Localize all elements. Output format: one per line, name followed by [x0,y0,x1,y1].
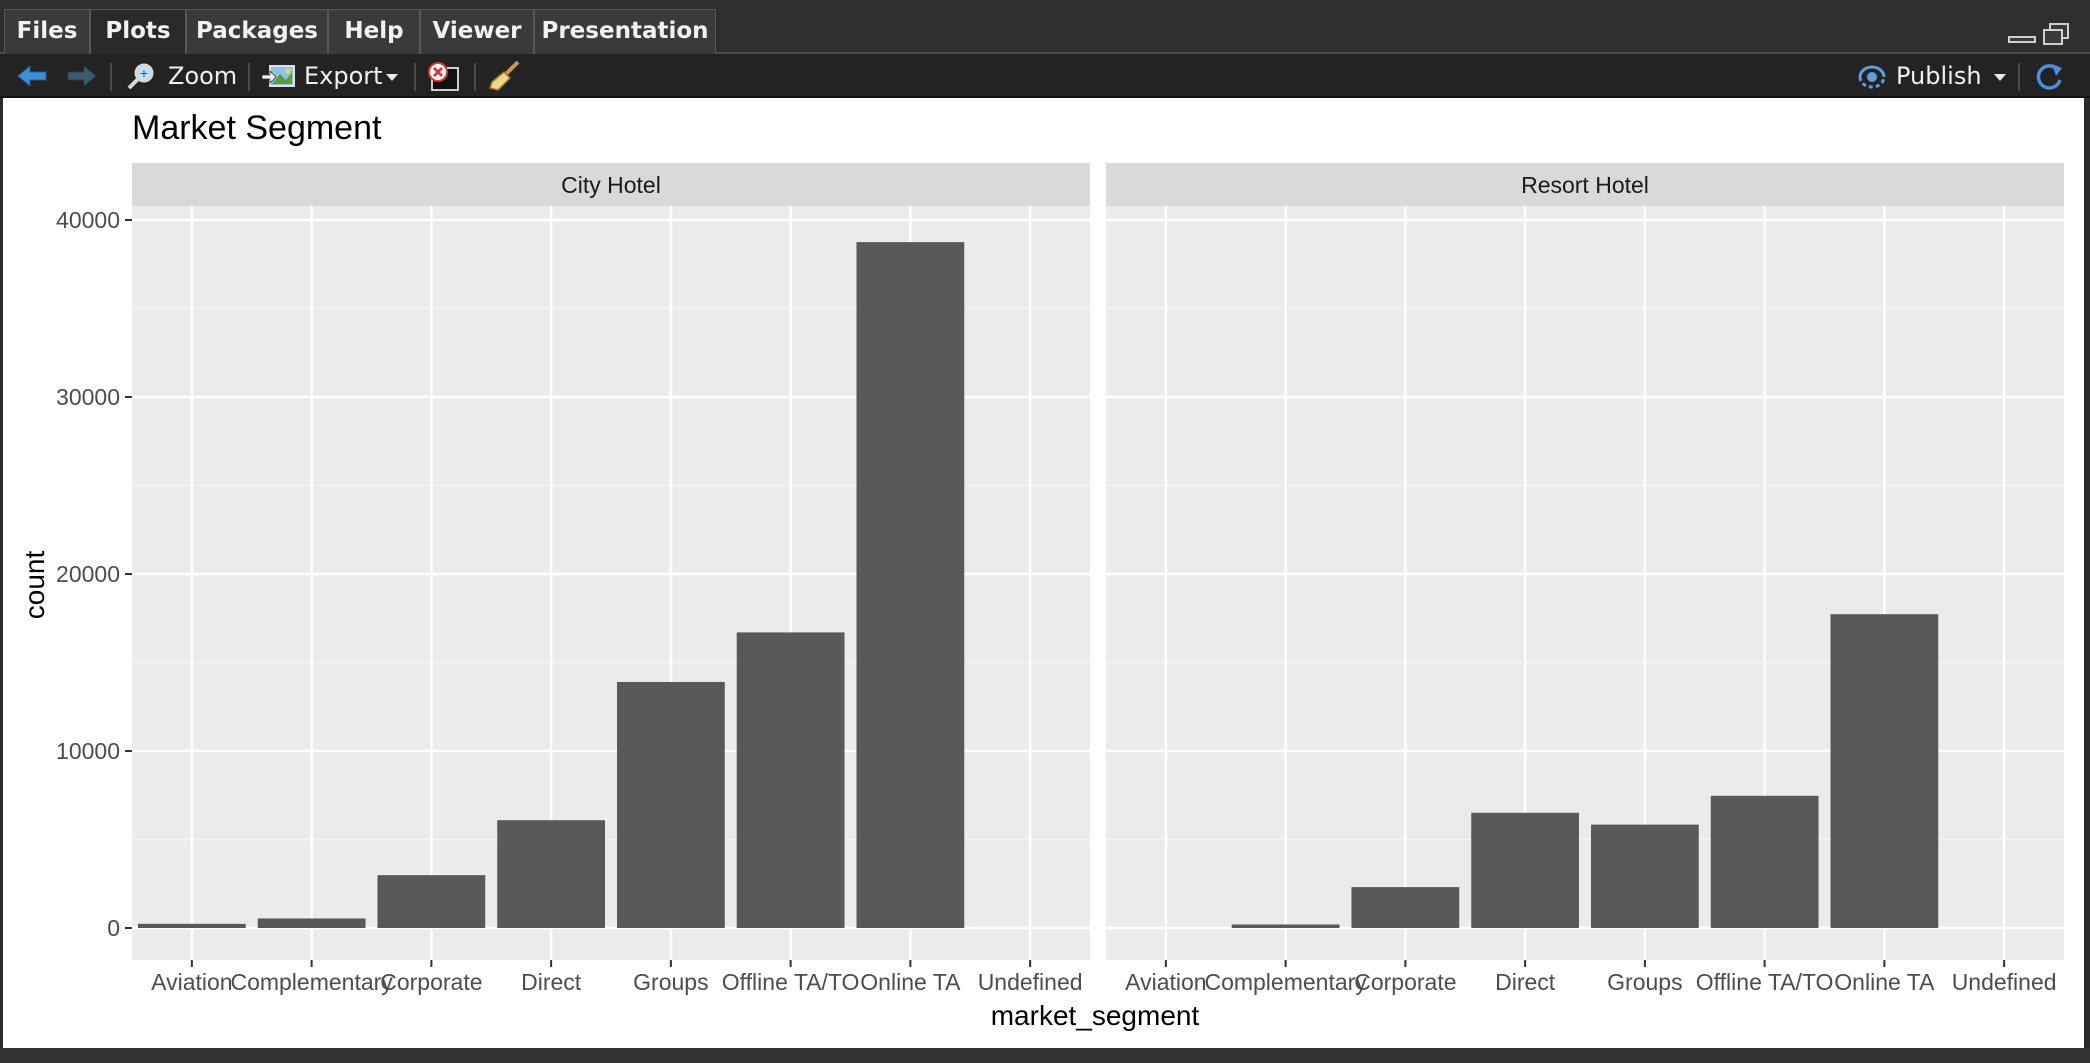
y-tick-label: 30000 [56,384,120,410]
facet-label: Resort Hotel [1521,172,1649,198]
x-tick-label: Undefined [1952,969,2057,995]
toolbar-separator [414,63,416,91]
toolbar-separator [474,63,476,91]
x-tick-label: Corporate [380,969,482,995]
x-tick-label: Online TA [1834,969,1935,995]
x-tick-label: Aviation [1125,969,1206,995]
y-axis-title: count [19,551,50,620]
chart-title: Market Segment [132,109,382,147]
x-tick-label: Aviation [151,969,232,995]
bar [1351,887,1460,928]
arrow-right-icon[interactable] [66,64,98,88]
x-tick-label: Offline TA/TO [722,969,860,995]
bar [137,923,246,928]
facet-panel: City Hotel AviationComplementaryCorporate… [132,163,1090,995]
bar [1590,824,1699,928]
x-tick-label: Direct [1495,969,1556,995]
x-tick-label: Undefined [978,969,1083,995]
facet-panel: Resort Hotel AviationComplementaryCorpora… [1106,163,2064,995]
bar [1710,795,1819,928]
x-tick-label: Complementary [230,969,393,995]
arrow-left-icon[interactable] [16,64,48,88]
publish-icon [1858,65,1886,89]
publish-button[interactable]: Publish [1856,54,2006,98]
facet-panels: City HotelAviationComplementaryCorporate… [132,163,2064,995]
zoom-label: Zoom [168,62,238,90]
y-tick-label: 20000 [56,561,120,587]
pane-bottom-border [0,1048,2090,1063]
bar [257,918,366,928]
toolbar-separator [248,63,250,91]
bar [1830,614,1939,928]
svg-text:+: + [139,67,148,80]
refresh-icon[interactable] [2034,62,2064,92]
y-tick-label: 10000 [56,738,120,764]
image-export-icon [262,65,295,87]
y-tick-label: 0 [107,915,120,941]
x-axis-title: market_segment [991,1000,1200,1031]
tab-presentation[interactable]: Presentation [534,9,716,54]
export-label: Export [304,62,383,90]
toolbar-separator [2018,63,2020,91]
bar [1231,924,1340,928]
bar [377,875,486,928]
export-button[interactable]: Export [262,54,402,98]
x-tick-label: Offline TA/TO [1696,969,1834,995]
plot-viewer: Market Segment count market_segment City… [3,98,2084,1048]
magnifier-icon: + [127,63,154,90]
remove-plot-icon[interactable] [426,62,462,92]
tab-help[interactable]: Help [328,9,420,54]
facet-strip [1106,163,2064,206]
x-tick-label: Groups [1607,969,1682,995]
bar [497,820,606,928]
x-tick-label: Online TA [860,969,961,995]
toolbar-separator [110,63,112,91]
chevron-down-icon [1994,74,2006,81]
publish-label: Publish [1896,62,1982,90]
tab-plots[interactable]: Plots [90,9,186,54]
chevron-down-icon [386,74,398,81]
y-axis: 0 10000 20000 30000 40000 [56,207,132,941]
bar [736,632,845,928]
x-tick-label: Groups [633,969,708,995]
bar [1471,812,1580,928]
tab-files[interactable]: Files [4,9,90,54]
window-controls [2008,22,2069,48]
market-segment-chart: Market Segment count market_segment City… [19,109,2064,1031]
x-tick-label: Corporate [1354,969,1456,995]
tab-packages[interactable]: Packages [186,9,328,54]
plots-toolbar: + Zoom Export Publish [0,54,2090,98]
zoom-button[interactable]: + Zoom [126,54,237,98]
facet-label: City Hotel [561,172,661,198]
minimize-icon[interactable] [2008,36,2036,43]
maximize-icon[interactable] [2042,22,2070,46]
broom-icon[interactable] [488,60,522,92]
x-tick-label: Direct [521,969,582,995]
y-tick-label: 40000 [56,207,120,233]
bar [856,242,965,928]
bar [616,681,725,928]
pane-tab-bar: Files Plots Packages Help Viewer Present… [0,0,2090,54]
x-tick-label: Complementary [1204,969,1367,995]
tab-viewer[interactable]: Viewer [420,9,534,54]
facet-strip [132,163,1090,206]
